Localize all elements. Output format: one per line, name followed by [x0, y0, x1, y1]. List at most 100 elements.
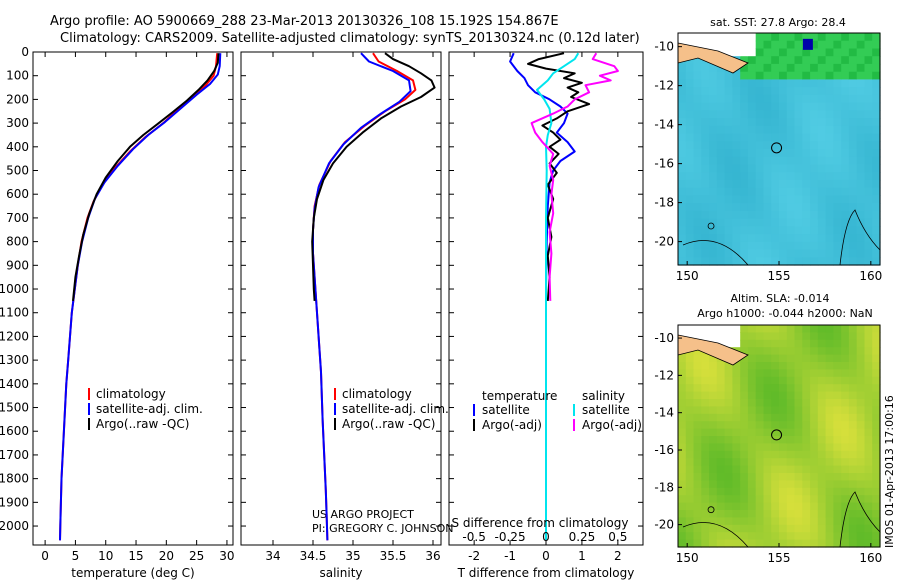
sst_map-cell	[848, 172, 858, 181]
sst_map-cell	[716, 33, 726, 42]
sst_map-cell	[747, 118, 757, 127]
salinity-xlabel: salinity	[319, 566, 362, 580]
sst_map-cell	[771, 179, 780, 189]
sla_map-cell	[709, 384, 718, 393]
sst_map-cell	[802, 179, 811, 189]
sst_map-cell	[724, 226, 733, 235]
sst_map-cell	[848, 125, 858, 135]
sla_map-cell	[740, 362, 749, 370]
sst_map-cell	[802, 164, 811, 173]
sst_map-cell	[794, 63, 803, 73]
sst_map-cell	[833, 94, 842, 104]
temperature-xtick-label: 30	[219, 549, 234, 563]
sst_map-cell	[779, 257, 788, 266]
sst_map-cell	[841, 48, 850, 57]
sla_map-cell	[755, 325, 765, 333]
sla_map-cell	[817, 406, 827, 415]
sla_map-cell	[685, 391, 695, 400]
sla_map-cell	[794, 443, 803, 452]
sst_map-cell	[763, 241, 772, 251]
sst_map-cell	[740, 141, 749, 150]
sla_map-cell	[872, 399, 881, 407]
sla_map-cell	[747, 413, 757, 422]
sst_map-cell	[841, 257, 850, 266]
sla_map-cell	[747, 436, 757, 444]
sst_map-cell	[810, 218, 819, 227]
temperature-xtick-label: 10	[98, 549, 113, 563]
sst_map-cell	[747, 33, 757, 42]
sst_map-cell	[841, 94, 850, 104]
sst_map-cell	[802, 79, 811, 88]
sst_map-cell	[763, 164, 772, 173]
sst_map-cell	[763, 48, 772, 57]
sla_map-cell	[678, 480, 687, 489]
sla_map-cell	[685, 421, 695, 430]
sla_map-cell	[872, 384, 881, 393]
sst_map-cell	[755, 249, 765, 258]
sla_map-cell	[864, 413, 873, 422]
sla_map-cell	[856, 517, 866, 526]
header-line2: Climatology: CARS2009. Satellite-adjuste…	[60, 31, 640, 46]
sst_map-cell	[817, 187, 827, 196]
sla_map-cell	[848, 517, 858, 526]
sst_map-cell	[771, 102, 780, 111]
sst_map-cell	[802, 94, 811, 104]
sla_map-cell	[779, 517, 788, 526]
sst_map-cell	[810, 110, 819, 119]
sla_map-cell	[747, 458, 757, 467]
sst_map-cell	[848, 210, 858, 220]
sst_map-cell	[794, 179, 803, 189]
sst_map-cell	[763, 71, 772, 80]
sst_map-cell	[833, 40, 842, 49]
sla_map-cell	[771, 480, 780, 489]
temperature-legend-entry: satellite-adj. clim.	[96, 402, 203, 416]
sst_map-cell	[763, 172, 772, 181]
sst_map-cell	[833, 257, 842, 266]
sla_map-cell	[701, 384, 710, 393]
sla_map-cell	[771, 524, 780, 533]
sst_map-cell	[693, 156, 702, 165]
sst_map-cell	[872, 133, 881, 142]
depth-tick-label: 1000	[0, 282, 29, 296]
sst_map-cell	[779, 118, 788, 127]
sst_map-cell	[693, 203, 702, 212]
sst_map-cell	[701, 110, 710, 119]
sst_map-cell	[856, 241, 866, 251]
sla_map-cell	[856, 502, 866, 511]
sla_map-cell	[802, 332, 811, 341]
sst_map-cell	[833, 226, 842, 235]
sst_map-cell	[716, 164, 726, 173]
sst_map-cell	[685, 110, 695, 119]
sla_map-cell	[794, 428, 803, 437]
sla_map-cell	[716, 443, 726, 452]
sla_map-cell	[794, 362, 803, 370]
sst_map-cell	[794, 71, 803, 80]
sla_map-cell	[724, 369, 733, 378]
sla_map-cell	[786, 436, 796, 444]
sst_map-cell	[802, 71, 811, 80]
sst_map-cell	[841, 102, 850, 111]
sla_map-cell	[848, 450, 858, 459]
sla_map-cell	[709, 376, 718, 385]
sla_map-cell	[755, 436, 765, 444]
sla_map-cell	[716, 325, 726, 333]
sla_map-cell	[709, 354, 718, 363]
sst_map-cell	[856, 195, 866, 204]
sst_map-cell	[779, 48, 788, 57]
sla_map-cell	[817, 399, 827, 407]
sst_map-cell	[802, 234, 811, 243]
sla_map-cell	[864, 495, 873, 504]
sla_map-cell	[709, 413, 718, 422]
sst_map-cell	[786, 33, 796, 42]
sst_map-cell	[864, 257, 873, 266]
sst_map-cell	[779, 210, 788, 220]
sla_map-cell	[693, 495, 702, 504]
sla_map-cell	[817, 376, 827, 385]
sla_map-cell	[802, 473, 811, 481]
sst_map-cell	[755, 149, 765, 158]
sst_map-cell	[872, 110, 881, 119]
sst_map-cell	[841, 187, 850, 196]
sla_map-cell	[740, 391, 749, 400]
sst_map-cell	[732, 156, 741, 165]
sst_map-cell	[872, 56, 881, 65]
